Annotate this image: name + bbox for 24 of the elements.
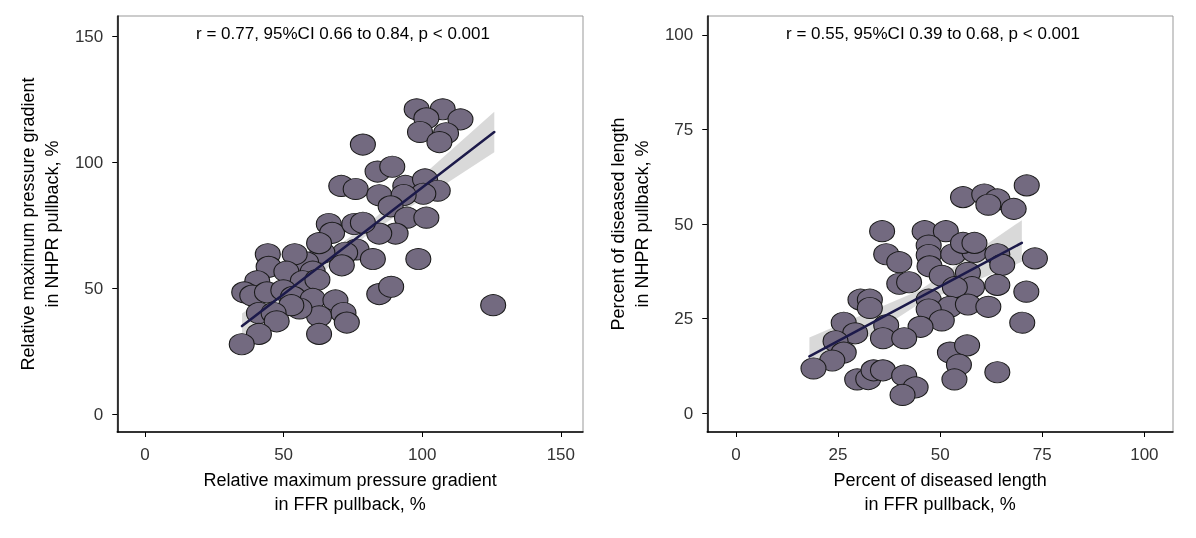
x-tick-label: 150 bbox=[546, 445, 576, 464]
y-tick-label: 100 bbox=[664, 25, 694, 45]
y-tick-label: 100 bbox=[74, 152, 104, 172]
x-tick-label: 100 bbox=[1130, 445, 1159, 464]
x-tick-label: 100 bbox=[408, 445, 437, 464]
y-tick-label: 50 bbox=[674, 214, 694, 234]
y-tick-label: 25 bbox=[674, 309, 694, 329]
x-axis-title: Percent of diseased length in FFR pullback, % bbox=[833, 469, 1047, 514]
annotation: r = 0.55, 95%CI 0.39 to 0.68, p < 0.001 bbox=[786, 24, 1080, 43]
y-tick-label: 0 bbox=[93, 404, 104, 424]
x-tick-label: 25 bbox=[828, 445, 848, 464]
x-tick-label: 75 bbox=[1032, 445, 1052, 464]
y-tick-label: 75 bbox=[674, 119, 694, 139]
y-axis-title: Relative maximum pressure gradient in NHPR pullback, % bbox=[18, 77, 62, 371]
x-tick-label: 50 bbox=[930, 445, 950, 464]
y-tick-label: 50 bbox=[84, 278, 104, 298]
x-tick-label: 50 bbox=[274, 445, 294, 464]
annotation: r = 0.77, 95%CI 0.66 to 0.84, p < 0.001 bbox=[196, 24, 490, 43]
x-tick-label: 0 bbox=[140, 445, 150, 464]
x-axis-title: Relative maximum pressure gradient in FFR pullback, % bbox=[203, 469, 497, 514]
y-tick-label: 0 bbox=[683, 403, 694, 423]
y-axis-title: Percent of diseased length in NHPR pullback, % bbox=[608, 117, 652, 331]
x-tick-label: 0 bbox=[731, 445, 741, 464]
y-tick-label: 150 bbox=[74, 26, 104, 46]
